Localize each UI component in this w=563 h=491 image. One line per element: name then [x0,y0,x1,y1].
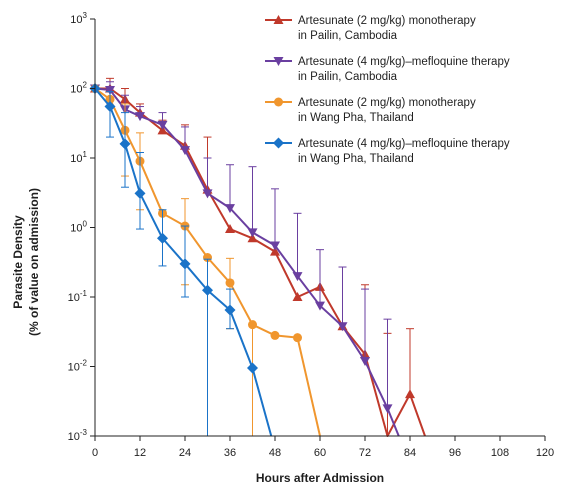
legend-label: in Pailin, Cambodia [298,71,398,83]
legend-entry-3: Artesunate (2 mg/kg) monotherapy in Wang … [265,97,476,124]
legend-entry-4: Artesunate (4 mg/kg)–mefloquine therapy i… [265,137,510,165]
legend-label: Artesunate (4 mg/kg)–mefloquine therapy [298,138,510,150]
data-point [119,138,131,150]
axes-layer: 0 12 24 36 48 60 72 84 96 108 120 10-3 10-2 10-1 100 10… [68,11,555,459]
legend: Artesunate (2 mg/kg) monotherapy in Paili… [265,15,510,165]
data-point [157,232,168,244]
data-point [180,146,190,156]
data-point [270,330,280,340]
legend-entry-1: Artesunate (2 mg/kg) monotherapy in Paili… [265,15,476,42]
x-tick-label: 12 [134,447,146,459]
x-axis-title: Hours after Admission [256,471,384,485]
series-line [94,87,400,437]
series-2 [90,81,400,437]
data-point [270,246,280,256]
x-tick-label: 36 [224,447,236,459]
data-point [157,125,168,135]
data-point [247,228,258,238]
y-tick-label: 100 [70,220,87,235]
x-tick-label: 72 [359,447,371,459]
legend-marker [273,57,284,66]
data-point [292,272,303,282]
x-tick-label: 96 [449,447,461,459]
data-point [224,304,236,316]
x-tick-label: 0 [92,447,98,459]
x-tick-label: 108 [491,447,509,459]
legend-marker [273,137,284,149]
data-point [225,224,235,234]
data-point [135,112,145,122]
data-point [105,86,115,96]
data-point [247,233,258,243]
data-point [225,204,235,214]
y-axis-title-line-1: Parasite Density [11,215,25,309]
legend-marker [274,97,283,107]
data-point [157,120,168,130]
data-point [248,320,257,330]
data-point [179,258,191,270]
data-point [382,404,393,414]
legend-label: in Pailin, Cambodia [298,30,398,42]
data-point [270,241,280,251]
data-point [337,322,348,332]
legend-label: Artesunate (4 mg/kg)–mefloquine therapy [298,56,510,68]
legend-label: Artesunate (2 mg/kg) monotherapy [298,97,476,109]
data-point [315,301,325,311]
x-tick-label: 48 [269,447,281,459]
data-point [292,292,303,301]
y-tick-label: 10-3 [68,428,88,443]
x-tick-label: 60 [314,447,326,459]
data-point [202,189,213,199]
x-tick-label: 84 [404,447,416,459]
legend-marker [273,15,284,24]
legend-entry-2: Artesunate (4 mg/kg)–mefloquine therapy i… [265,56,510,83]
data-point [202,284,213,296]
data-point [134,187,146,199]
x-tick-label: 120 [536,447,554,459]
y-tick-label: 102 [70,81,87,96]
legend-label: in Wang Pha, Thailand [298,112,414,124]
data-point [247,362,258,374]
y-tick-label: 103 [70,11,87,26]
y-axis-title-line-2: (% of value on admission) [27,188,41,336]
y-tick-label: 101 [70,150,87,165]
data-point [405,389,415,399]
y-tick-label: 10-2 [68,359,88,374]
legend-label: Artesunate (2 mg/kg) monotherapy [298,15,476,27]
x-tick-label: 24 [179,447,191,459]
series-4 [89,83,273,437]
legend-label: in Wang Pha, Thailand [298,153,414,165]
series-layer [89,77,426,437]
data-point [293,333,302,343]
data-point [225,278,235,288]
data-point [360,356,370,366]
data-point [104,101,116,113]
series-line [94,87,273,437]
data-point [203,253,212,263]
y-tick-label: 10-1 [68,289,88,304]
